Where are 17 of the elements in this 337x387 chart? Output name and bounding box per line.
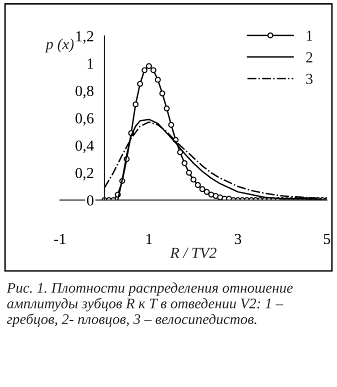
y-axis-title: p (x)	[44, 38, 74, 52]
x-axis-title: R / TV2	[170, 248, 216, 258]
x-tick-label: 1	[146, 234, 152, 244]
y-tick-label: 1	[88, 58, 94, 69]
x-tick-label: 3	[234, 234, 242, 244]
text: Рис. 1. Плотности распределения отношение амплитуды зубцов R к T в отведении V2: 1 – гребцов, 2- пловцов, 3 – велосипедистов.	[6, 282, 293, 328]
x-tick-label: 5	[324, 234, 330, 244]
legend-label: 1	[306, 30, 312, 41]
x-tick-label: -1	[54, 234, 66, 244]
legend-label: 2	[306, 52, 312, 62]
y-tick-label: 0	[86, 195, 94, 206]
y-tick-label: 0,4	[76, 140, 94, 154]
y-tick-label: 0,8	[76, 86, 94, 98]
y-tick-label: 0,2	[76, 168, 94, 180]
y-tick-label: 1,2	[76, 31, 94, 44]
legend-label: 3	[306, 74, 313, 84]
y-tick-label: 0,6	[76, 113, 94, 126]
